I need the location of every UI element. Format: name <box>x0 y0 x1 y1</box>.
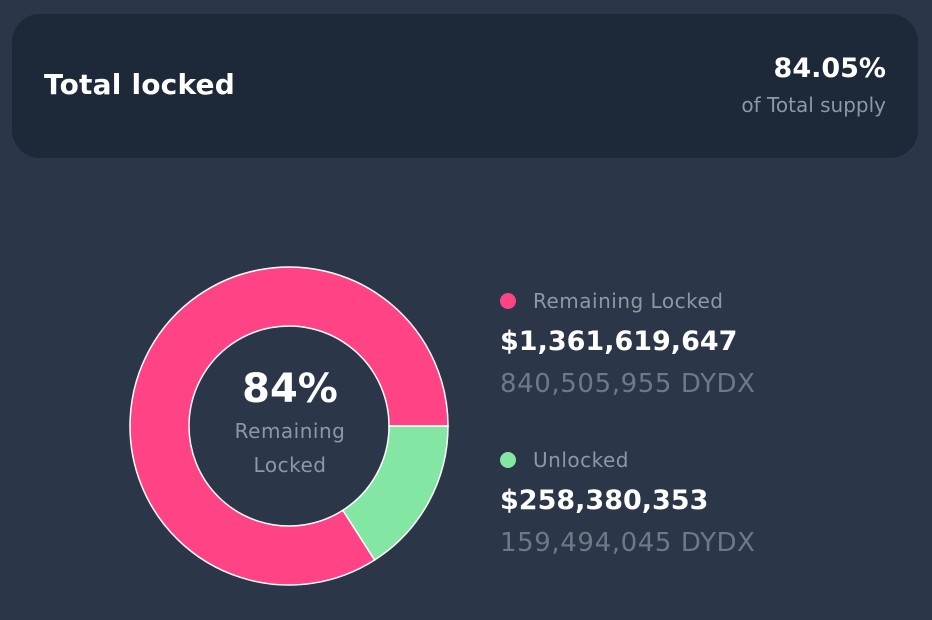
legend-item-remaining-locked: Remaining Locked $1,361,619,647 840,505,… <box>500 288 920 400</box>
legend-item-unlocked: Unlocked $258,380,353 159,494,045 DYDX <box>500 447 920 559</box>
legend-usd-value: $1,361,619,647 <box>500 326 738 357</box>
legend-token-amount: 159,494,045 DYDX <box>500 528 756 558</box>
donut-slice-remaining-locked <box>129 266 449 586</box>
legend-usd-value: $258,380,353 <box>500 485 709 516</box>
locked-summary: 84.05% of Total supply <box>741 52 886 118</box>
legend-label: Unlocked <box>533 448 629 472</box>
donut-center-caption: Remaining Locked <box>234 419 346 477</box>
card-title: Total locked <box>44 68 235 101</box>
donut-slice-unlocked <box>341 425 449 562</box>
donut-chart <box>129 266 449 586</box>
remaining-locked-dot <box>500 293 516 309</box>
locked-percentage-caption: of Total supply <box>741 93 886 117</box>
unlocked-dot <box>500 452 516 468</box>
legend-token-amount: 840,505,955 DYDX <box>500 369 756 399</box>
locked-percentage: 84.05% <box>773 53 886 84</box>
donut-center-value: 84% <box>242 366 338 412</box>
donut-center-label: 84% Remaining Locked <box>190 364 390 482</box>
legend-label: Remaining Locked <box>533 289 724 313</box>
total-locked-card: Total locked 84.05% of Total supply <box>12 14 918 158</box>
